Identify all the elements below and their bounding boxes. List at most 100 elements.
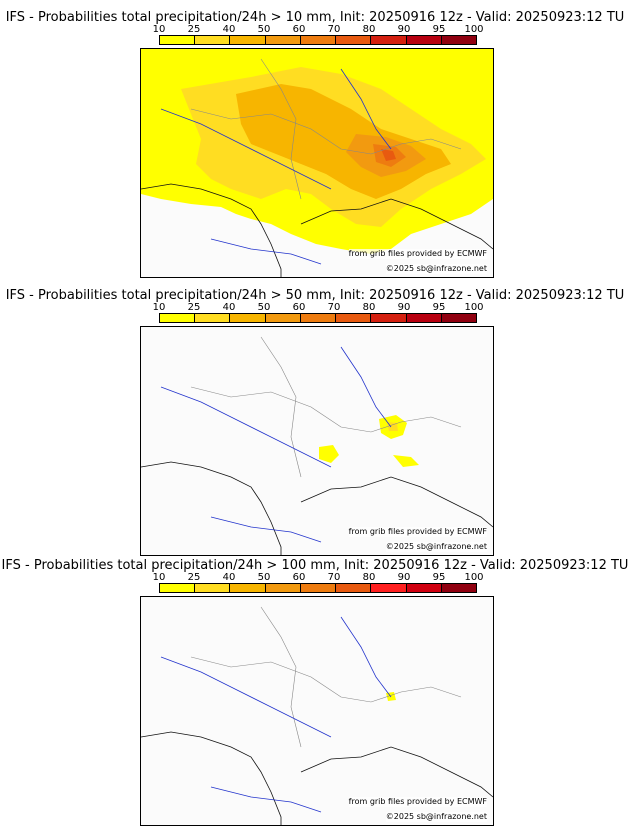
colorbar-cell [300, 584, 337, 592]
tick-label: 95 [432, 572, 446, 583]
land [141, 597, 493, 825]
coastline [300, 198, 493, 250]
tick-label: 10 [152, 302, 166, 313]
coastline [141, 461, 282, 555]
tick-label: 25 [187, 302, 201, 313]
colorbar-cell [265, 36, 301, 44]
colorbar-cell [371, 36, 407, 44]
colorbar-cell [230, 314, 266, 322]
colorbar-cell [230, 36, 266, 44]
tick-label: 25 [187, 24, 201, 35]
river [160, 108, 332, 190]
tick-label: 70 [327, 302, 341, 313]
tick-label: 100 [464, 572, 484, 583]
tick-label: 100 [464, 24, 484, 35]
tick-label: 10 [152, 24, 166, 35]
tick-label: 70 [327, 24, 341, 35]
colorbar-cell [160, 314, 196, 322]
border [190, 386, 462, 433]
border [190, 656, 462, 703]
colorbar-cell [300, 314, 337, 322]
tick-label: 95 [432, 302, 446, 313]
colorbar-cell [406, 36, 442, 44]
map-area: from grib files provided by ECMWF ©2025 … [140, 596, 494, 826]
colorbar-cell [195, 584, 231, 592]
colorbar-cell [265, 314, 301, 322]
panel-title: IFS - Probabilities total precipitation/… [1, 558, 629, 573]
colorbar-cell [371, 314, 407, 322]
border [260, 336, 302, 478]
colorbar-cell [441, 36, 476, 44]
tick-label: 10 [152, 572, 166, 583]
map-area: from grib files provided by ECMWF ©2025 … [140, 326, 494, 556]
coastline [300, 746, 493, 798]
river [210, 516, 322, 543]
map-panel-10mm: IFS - Probabilities total precipitation/… [0, 0, 630, 278]
tick-label: 40 [222, 572, 236, 583]
credit-copyright: ©2025 sb@infrazone.net [385, 264, 487, 274]
coastline [141, 183, 282, 277]
map-panel-100mm: IFS - Probabilities total precipitation/… [0, 548, 630, 826]
river [340, 346, 392, 428]
precip-prob-70 [381, 149, 396, 161]
tick-label: 90 [397, 572, 411, 583]
tick-label: 80 [362, 24, 376, 35]
colorbar-ticks: 10 25 40 50 60 70 80 90 95 100 [149, 302, 489, 314]
colorbar-cell [406, 584, 442, 592]
tick-label: 50 [257, 24, 271, 35]
colorbar-cell [195, 36, 231, 44]
precip-prob-10 [393, 455, 419, 467]
coastline [300, 476, 493, 528]
land [141, 327, 493, 555]
colorbar [159, 583, 477, 593]
colorbar-cell [265, 584, 301, 592]
map-graphic [141, 597, 493, 825]
river [160, 656, 332, 738]
map-area: from grib files provided by ECMWF ©2025 … [140, 48, 494, 278]
colorbar [159, 35, 477, 45]
river [160, 386, 332, 468]
tick-label: 60 [292, 572, 306, 583]
colorbar-cell [441, 314, 476, 322]
colorbar-cell [441, 584, 476, 592]
credit-source: from grib files provided by ECMWF [348, 249, 487, 259]
tick-label: 70 [327, 572, 341, 583]
tick-label: 80 [362, 302, 376, 313]
colorbar-cell [160, 584, 196, 592]
colorbar-ticks: 10 25 40 50 60 70 80 90 95 100 [149, 24, 489, 36]
colorbar-cell [336, 584, 372, 592]
river [210, 786, 322, 813]
colorbar-cell [230, 584, 266, 592]
colorbar-cell [336, 36, 372, 44]
colorbar-cell [300, 36, 337, 44]
panel-title: IFS - Probabilities total precipitation/… [5, 288, 625, 303]
precip-prob-10 [319, 445, 339, 463]
coastline [141, 731, 282, 825]
river [340, 616, 392, 698]
tick-label: 40 [222, 24, 236, 35]
tick-label: 90 [397, 302, 411, 313]
tick-label: 25 [187, 572, 201, 583]
map-panel-50mm: IFS - Probabilities total precipitation/… [0, 278, 630, 556]
border [260, 58, 302, 200]
tick-label: 40 [222, 302, 236, 313]
river [210, 238, 322, 265]
map-graphic [141, 327, 493, 555]
colorbar-ticks: 10 25 40 50 60 70 80 90 95 100 [149, 572, 489, 584]
tick-label: 100 [464, 302, 484, 313]
tick-label: 95 [432, 24, 446, 35]
colorbar-cell [336, 314, 372, 322]
map-graphic [141, 49, 493, 277]
credit-source: from grib files provided by ECMWF [348, 797, 487, 807]
credit-copyright: ©2025 sb@infrazone.net [385, 812, 487, 822]
tick-label: 60 [292, 302, 306, 313]
colorbar-cell [195, 314, 231, 322]
tick-label: 60 [292, 24, 306, 35]
border [190, 108, 462, 155]
credit-source: from grib files provided by ECMWF [348, 527, 487, 537]
tick-label: 80 [362, 572, 376, 583]
precip-prob-25 [387, 422, 398, 431]
tick-label: 90 [397, 24, 411, 35]
colorbar-cell [406, 314, 442, 322]
credit-copyright: ©2025 sb@infrazone.net [385, 542, 487, 552]
